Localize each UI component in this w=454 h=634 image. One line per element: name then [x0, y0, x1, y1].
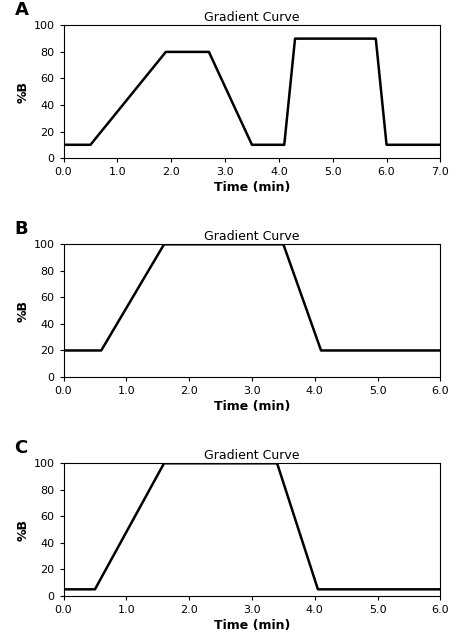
X-axis label: Time (min): Time (min) — [214, 181, 290, 194]
X-axis label: Time (min): Time (min) — [214, 400, 290, 413]
Text: B: B — [15, 219, 28, 238]
Title: Gradient Curve: Gradient Curve — [204, 11, 300, 24]
Y-axis label: %B: %B — [16, 519, 30, 541]
Y-axis label: %B: %B — [16, 300, 30, 321]
X-axis label: Time (min): Time (min) — [214, 619, 290, 632]
Y-axis label: %B: %B — [16, 81, 30, 103]
Title: Gradient Curve: Gradient Curve — [204, 449, 300, 462]
Title: Gradient Curve: Gradient Curve — [204, 230, 300, 243]
Text: C: C — [15, 439, 28, 456]
Text: A: A — [15, 1, 29, 19]
